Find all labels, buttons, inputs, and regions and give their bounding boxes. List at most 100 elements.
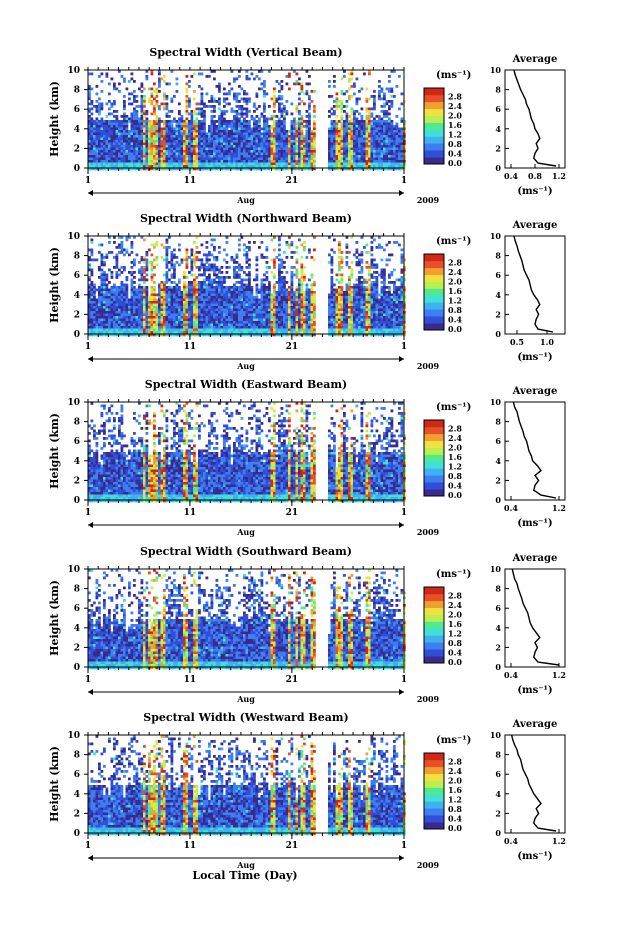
month-arrow-right xyxy=(399,689,404,695)
profile-y-tick-label: 2 xyxy=(495,808,501,818)
y-tick-label: 8 xyxy=(74,252,80,262)
colorbar-swatch xyxy=(424,801,444,809)
colorbar-tick-label: 1.2 xyxy=(448,462,462,472)
profile-x-tick-label: 0.5 xyxy=(510,337,524,347)
x-tick-label: 1 xyxy=(85,342,91,352)
year-label: 2009 xyxy=(417,195,440,205)
colorbar-tick-label: 1.2 xyxy=(448,629,462,639)
profile-x-tick-label: 0.4 xyxy=(504,171,518,181)
colorbar-tick-label: 2.0 xyxy=(448,776,462,786)
colorbar-swatch xyxy=(424,649,444,657)
x-tick-label: 1 xyxy=(401,176,407,186)
colorbar-swatch xyxy=(424,136,444,144)
profile-title: Average xyxy=(512,54,558,65)
month-label: Aug xyxy=(236,361,255,371)
profile-y-tick-label: 10 xyxy=(490,397,502,407)
profile-y-tick-label: 8 xyxy=(495,750,501,760)
colorbar-swatch xyxy=(424,454,444,462)
colorbar-swatch xyxy=(424,295,444,303)
y-tick-label: 6 xyxy=(74,271,80,281)
colorbar-tick-label: 0.0 xyxy=(448,823,462,833)
profile-y-tick-label: 2 xyxy=(495,309,501,319)
panel-title: Spectral Width (Vertical Beam) xyxy=(149,46,342,59)
y-tick-label: 0 xyxy=(74,829,80,839)
x-tick-label: 1 xyxy=(85,176,91,186)
colorbar-swatch xyxy=(424,461,444,469)
average-profile: Average 0 2 4 6 8 10 0.4 1.2(ms⁻¹) xyxy=(490,719,566,862)
profile-x-tick-label: 0.4 xyxy=(504,503,518,513)
profile-y-tick-label: 4 xyxy=(495,124,501,134)
colorbar-swatch xyxy=(424,88,444,96)
profile-frame xyxy=(504,568,566,668)
colorbar-swatch xyxy=(424,115,444,123)
colorbar-tick-label: 0.0 xyxy=(448,657,462,667)
plot-frame xyxy=(87,401,405,501)
profile-line xyxy=(513,235,554,333)
y-tick-label: 10 xyxy=(67,565,80,575)
month-arrow-right xyxy=(399,356,404,362)
y-tick-label: 8 xyxy=(74,418,80,428)
colorbar-swatch xyxy=(424,822,444,830)
colorbar-swatch xyxy=(424,157,444,165)
profile-title: Average xyxy=(512,719,558,730)
profile-y-tick-label: 4 xyxy=(495,456,501,466)
y-tick-label: 2 xyxy=(74,476,80,486)
profile-line xyxy=(511,568,560,666)
y-tick-label: 2 xyxy=(74,144,80,154)
profile-frame xyxy=(504,734,566,834)
colorbar-swatch xyxy=(424,101,444,110)
month-label: Aug xyxy=(236,195,255,205)
colorbar-tick-label: 0.8 xyxy=(448,804,462,814)
profile-y-tick-label: 8 xyxy=(495,251,501,261)
y-tick-label: 8 xyxy=(74,751,80,761)
panel-title: Spectral Width (Westward Beam) xyxy=(143,711,348,724)
colorbar-swatch xyxy=(424,628,444,636)
average-profile: Average 0 2 4 6 8 10 0.4 0.8 1.2(ms⁻¹) xyxy=(490,54,566,197)
x-tick-label: 1 xyxy=(401,508,407,518)
colorbar-swatch xyxy=(424,759,444,768)
profile-y-tick-label: 0 xyxy=(495,828,501,838)
colorbar-unit-label: (ms⁻¹) xyxy=(436,236,471,247)
profile-y-tick-label: 8 xyxy=(495,584,501,594)
colorbar-tick-label: 2.8 xyxy=(448,258,462,268)
profile-y-tick-label: 6 xyxy=(495,104,501,114)
colorbar-swatch xyxy=(424,316,444,324)
profile-y-tick-label: 4 xyxy=(495,290,501,300)
colorbar-swatch xyxy=(424,780,444,788)
colorbar-tick-label: 2.0 xyxy=(448,443,462,453)
colorbar-swatch xyxy=(424,607,444,615)
colorbar-swatch xyxy=(424,94,444,103)
profile-title: Average xyxy=(512,553,558,564)
panel-4: Spectral Width (Southward Beam)0246810He… xyxy=(48,545,566,704)
colorbar-swatch xyxy=(424,260,444,269)
colorbar-swatch xyxy=(424,642,444,650)
x-tick-label: 1 xyxy=(85,675,91,685)
profile-x-label: (ms⁻¹) xyxy=(517,518,552,529)
colorbar-frame xyxy=(423,586,445,664)
colorbar-tick-label: 2.4 xyxy=(448,267,462,277)
x-tick-label: 1 xyxy=(85,508,91,518)
heatmap-cells xyxy=(88,569,406,670)
colorbar-tick-label: 2.0 xyxy=(448,610,462,620)
profile-title: Average xyxy=(512,386,558,397)
colorbar-swatch xyxy=(424,274,444,282)
colorbar-swatch xyxy=(424,635,444,643)
panel-title: Spectral Width (Southward Beam) xyxy=(140,545,352,558)
profile-frame xyxy=(504,401,566,501)
profile-frame xyxy=(504,235,566,335)
y-axis-label: Height (km) xyxy=(48,580,61,656)
x-tick-label: 11 xyxy=(184,176,197,186)
colorbar-tick-label: 0.8 xyxy=(448,305,462,315)
colorbar-unit-label: (ms⁻¹) xyxy=(436,402,471,413)
colorbar-swatch xyxy=(424,593,444,602)
x-tick-label: 11 xyxy=(184,841,197,851)
plot-frame xyxy=(87,568,405,668)
colorbar-frame xyxy=(423,87,445,165)
panel-2: Spectral Width (Northward Beam)0246810He… xyxy=(48,212,566,371)
year-label: 2009 xyxy=(417,860,440,870)
profile-y-tick-label: 8 xyxy=(495,417,501,427)
colorbar-tick-label: 1.6 xyxy=(448,619,462,629)
colorbar-tick-label: 2.8 xyxy=(448,92,462,102)
colorbar-tick-label: 1.2 xyxy=(448,795,462,805)
